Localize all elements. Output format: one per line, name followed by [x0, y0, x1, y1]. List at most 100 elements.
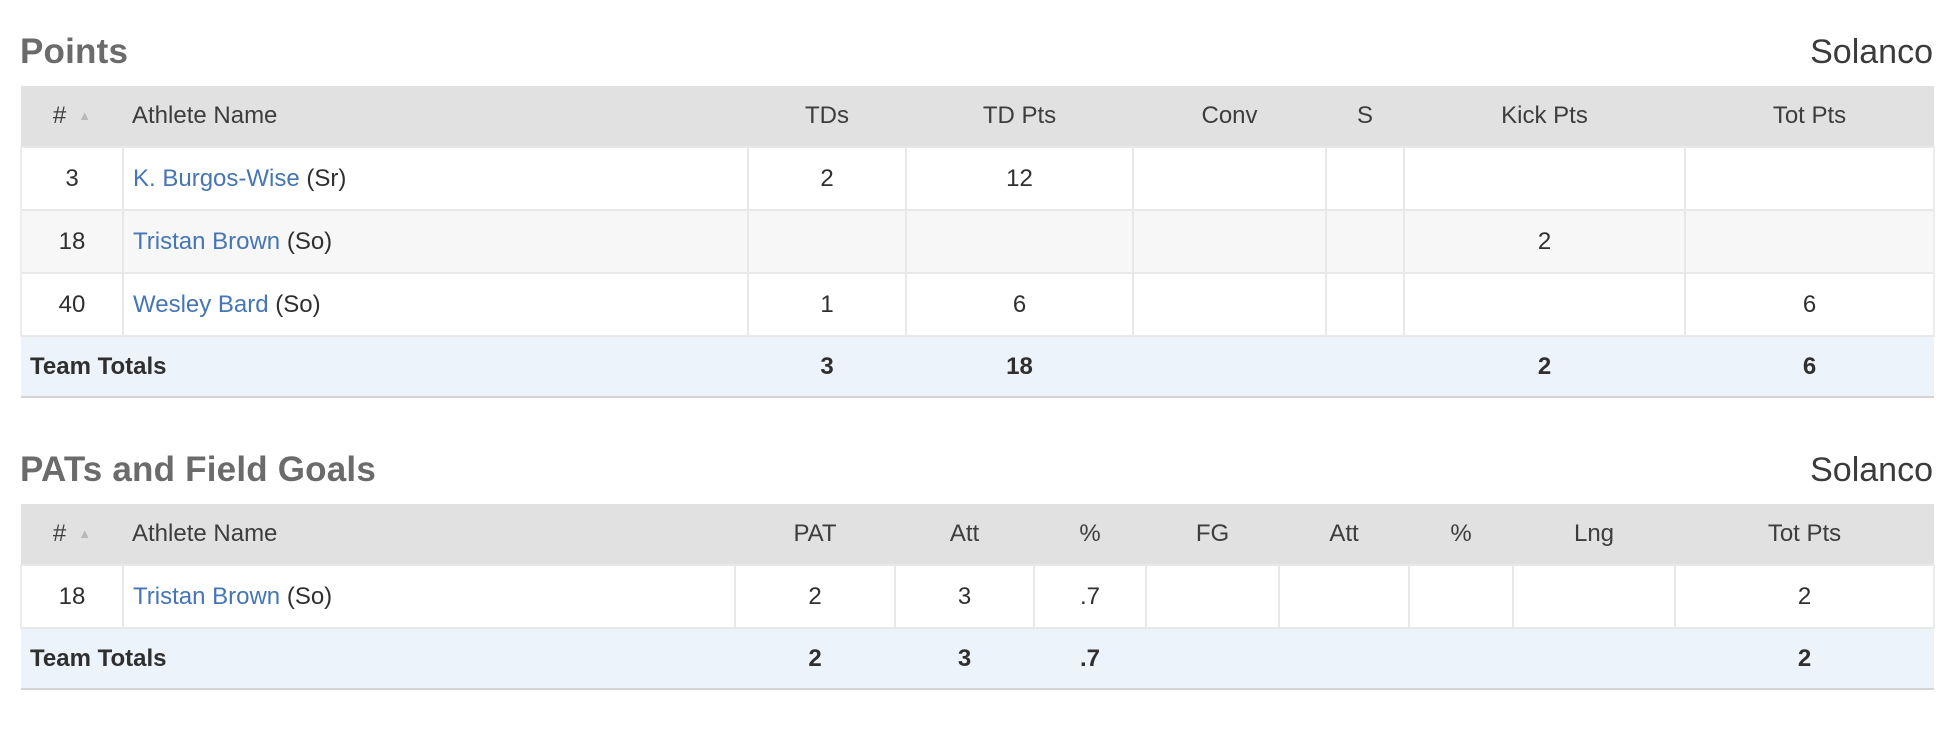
section-points: Points Solanco # ▲ Athlete Name TDs TD Pts Co… — [20, 30, 1935, 398]
total-stat-cell: 3 — [895, 627, 1034, 690]
column-header-pat[interactable]: PAT — [735, 504, 895, 565]
sort-ascending-icon: ▲ — [78, 108, 92, 123]
team-totals-label: Team Totals — [21, 335, 748, 398]
total-stat-cell — [1326, 335, 1404, 398]
column-header-label: # — [52, 520, 67, 547]
team-totals-label: Team Totals — [21, 627, 735, 690]
athlete-grade: (So) — [268, 290, 321, 318]
jersey-number: 3 — [20, 146, 123, 210]
total-stat-cell — [1133, 335, 1326, 398]
column-header-label: % — [1450, 520, 1472, 547]
total-stat-cell: 2 — [735, 627, 895, 690]
column-header-label: Tot Pts — [1772, 102, 1847, 129]
stat-cell: 2 — [734, 564, 895, 628]
stat-cell — [1278, 564, 1409, 628]
column-header-tot-pts[interactable]: Tot Pts — [1675, 504, 1934, 565]
jersey-number: 18 — [20, 564, 123, 628]
column-header--[interactable]: # ▲ — [21, 504, 123, 565]
table-row: 40 Wesley Bard (So) 1 6 6 — [20, 272, 1935, 336]
column-header-label: S — [1356, 102, 1373, 129]
stat-cell — [747, 209, 906, 273]
stat-cell — [1408, 564, 1513, 628]
stat-cell — [1403, 146, 1685, 210]
team-totals-row: Team Totals 3 18 2 6 — [21, 335, 1934, 398]
column-header-att[interactable]: Att — [1279, 504, 1409, 565]
total-stat-cell: 2 — [1675, 627, 1934, 690]
stat-cell: 2 — [747, 146, 906, 210]
table-row: 3 K. Burgos-Wise (Sr) 2 12 — [20, 146, 1935, 210]
stat-cell — [1684, 209, 1935, 273]
column-header-label: % — [1079, 520, 1101, 547]
column-header-lng[interactable]: Lng — [1513, 504, 1675, 565]
stat-cell: 2 — [1403, 209, 1685, 273]
stat-cell: .7 — [1033, 564, 1146, 628]
team-name: Solanco — [1810, 33, 1933, 71]
stat-cell: 3 — [894, 564, 1034, 628]
column-header-label: Lng — [1573, 520, 1615, 547]
column-header-fg[interactable]: FG — [1146, 504, 1279, 565]
athlete-link[interactable]: K. Burgos-Wise — [133, 164, 300, 192]
column-header-label: Conv — [1201, 102, 1258, 129]
athlete-link[interactable]: Wesley Bard — [133, 290, 269, 318]
column-header-conv[interactable]: Conv — [1133, 86, 1326, 147]
table-header-row: # ▲ Athlete Name TDs TD Pts Conv S Kick Pts Tot … — [21, 86, 1934, 147]
column-header-s[interactable]: S — [1326, 86, 1404, 147]
table-row: 18 Tristan Brown (So) 2 3.7 2 — [20, 564, 1935, 628]
points-table: # ▲ Athlete Name TDs TD Pts Conv S Kick Pts Tot … — [20, 86, 1935, 398]
column-header-label: TD Pts — [982, 102, 1057, 129]
total-stat-cell — [1146, 627, 1279, 690]
stat-cell: 2 — [1674, 564, 1935, 628]
stat-cell — [1403, 272, 1685, 336]
athlete-link[interactable]: Tristan Brown — [133, 227, 281, 255]
total-stat-cell: 6 — [1685, 335, 1934, 398]
stat-cell — [1145, 564, 1279, 628]
jersey-number: 18 — [20, 209, 123, 273]
stat-cell — [1512, 564, 1675, 628]
stat-cell — [1132, 146, 1326, 210]
column-header-label: Tot Pts — [1767, 520, 1842, 547]
column-header-label: # — [52, 102, 67, 129]
column-header-label: TDs — [805, 102, 849, 129]
column-header--[interactable]: % — [1409, 504, 1513, 565]
athlete-link[interactable]: Tristan Brown — [133, 582, 281, 610]
column-header-kick-pts[interactable]: Kick Pts — [1404, 86, 1685, 147]
column-header-label: Kick Pts — [1501, 102, 1588, 129]
pats-fg-table: # ▲ Athlete Name PAT Att% FG Att% Lng Tot Pts 18 T… — [20, 504, 1935, 690]
total-stat-cell — [1513, 627, 1675, 690]
column-header-athlete-name[interactable]: Athlete Name — [123, 86, 748, 147]
column-header--[interactable]: % — [1034, 504, 1146, 565]
total-stat-cell — [1409, 627, 1513, 690]
column-header-att[interactable]: Att — [895, 504, 1034, 565]
page-title: PATs and Field Goals — [20, 450, 376, 489]
section-pats-field-goals: PATs and Field Goals Solanco # ▲ Athlete N… — [20, 448, 1935, 690]
athlete-grade: (So) — [280, 582, 333, 610]
column-header-label: FG — [1195, 520, 1230, 547]
stat-cell — [1325, 146, 1404, 210]
jersey-number: 40 — [20, 272, 123, 336]
stat-cell: 1 — [747, 272, 906, 336]
column-header--[interactable]: # ▲ — [21, 86, 123, 147]
stat-cell: 6 — [905, 272, 1133, 336]
athlete-grade: (So) — [280, 227, 333, 255]
column-header-label: Athlete Name — [132, 102, 278, 129]
column-header-label: PAT — [793, 520, 837, 547]
athlete-grade: (Sr) — [299, 164, 347, 192]
section-header: PATs and Field Goals Solanco — [20, 448, 1933, 490]
table-row: 18 Tristan Brown (So) 2 — [20, 209, 1935, 273]
athlete-name-cell: Tristan Brown (So) — [122, 564, 735, 628]
table-header-row: # ▲ Athlete Name PAT Att% FG Att% Lng Tot Pts — [21, 504, 1934, 565]
stats-page: Points Solanco # ▲ Athlete Name TDs TD Pts Co… — [20, 30, 1935, 690]
athlete-name-cell: Tristan Brown (So) — [122, 209, 748, 273]
column-header-label: Att — [1329, 520, 1359, 547]
total-stat-cell: 18 — [906, 335, 1133, 398]
sort-ascending-icon: ▲ — [78, 526, 92, 541]
column-header-athlete-name[interactable]: Athlete Name — [123, 504, 735, 565]
stat-cell: 6 — [1684, 272, 1935, 336]
column-header-tds[interactable]: TDs — [748, 86, 906, 147]
column-header-td-pts[interactable]: TD Pts — [906, 86, 1133, 147]
stat-cell — [1132, 209, 1326, 273]
column-header-tot-pts[interactable]: Tot Pts — [1685, 86, 1934, 147]
total-stat-cell: 3 — [748, 335, 906, 398]
athlete-name-cell: K. Burgos-Wise (Sr) — [122, 146, 748, 210]
stat-cell: 12 — [905, 146, 1133, 210]
